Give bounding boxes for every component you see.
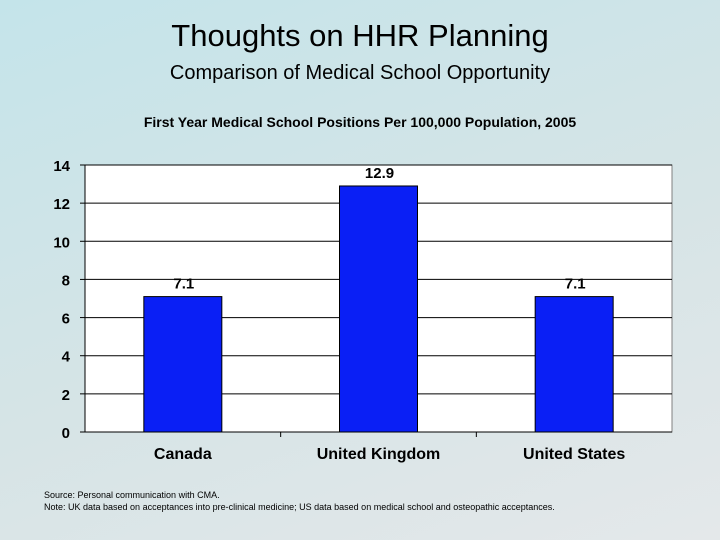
category-label: United States xyxy=(523,446,625,463)
y-tick-label: 2 xyxy=(62,387,70,404)
source-note: Source: Personal communication with CMA. xyxy=(44,490,220,500)
y-tick-label: 6 xyxy=(62,311,70,328)
data-label: 7.1 xyxy=(173,276,194,293)
y-tick-label: 12 xyxy=(53,196,70,213)
y-tick-label: 14 xyxy=(53,158,70,175)
slide-title: Thoughts on HHR Planning xyxy=(171,18,549,53)
bar xyxy=(339,185,418,433)
slide-subtitle: Comparison of Medical School Opportunity xyxy=(169,62,551,84)
footer: Source: Personal communication with CMA.… xyxy=(44,489,704,513)
chart-title: First Year Medical School Positions Per … xyxy=(144,114,577,130)
data-note: Note: UK data based on acceptances into … xyxy=(44,502,555,512)
y-tick-label: 4 xyxy=(62,349,71,366)
y-tick-label: 0 xyxy=(62,425,70,442)
y-tick-label: 8 xyxy=(62,272,70,289)
data-label: 7.1 xyxy=(565,276,586,293)
bar xyxy=(143,296,223,433)
category-label: United Kingdom xyxy=(317,446,441,463)
data-label: 12.9 xyxy=(365,165,394,182)
category-label: Canada xyxy=(154,446,212,463)
bar xyxy=(534,296,614,433)
y-tick-label: 10 xyxy=(53,234,70,251)
bar-chart: First Year Medical School Positions Per … xyxy=(53,114,673,463)
